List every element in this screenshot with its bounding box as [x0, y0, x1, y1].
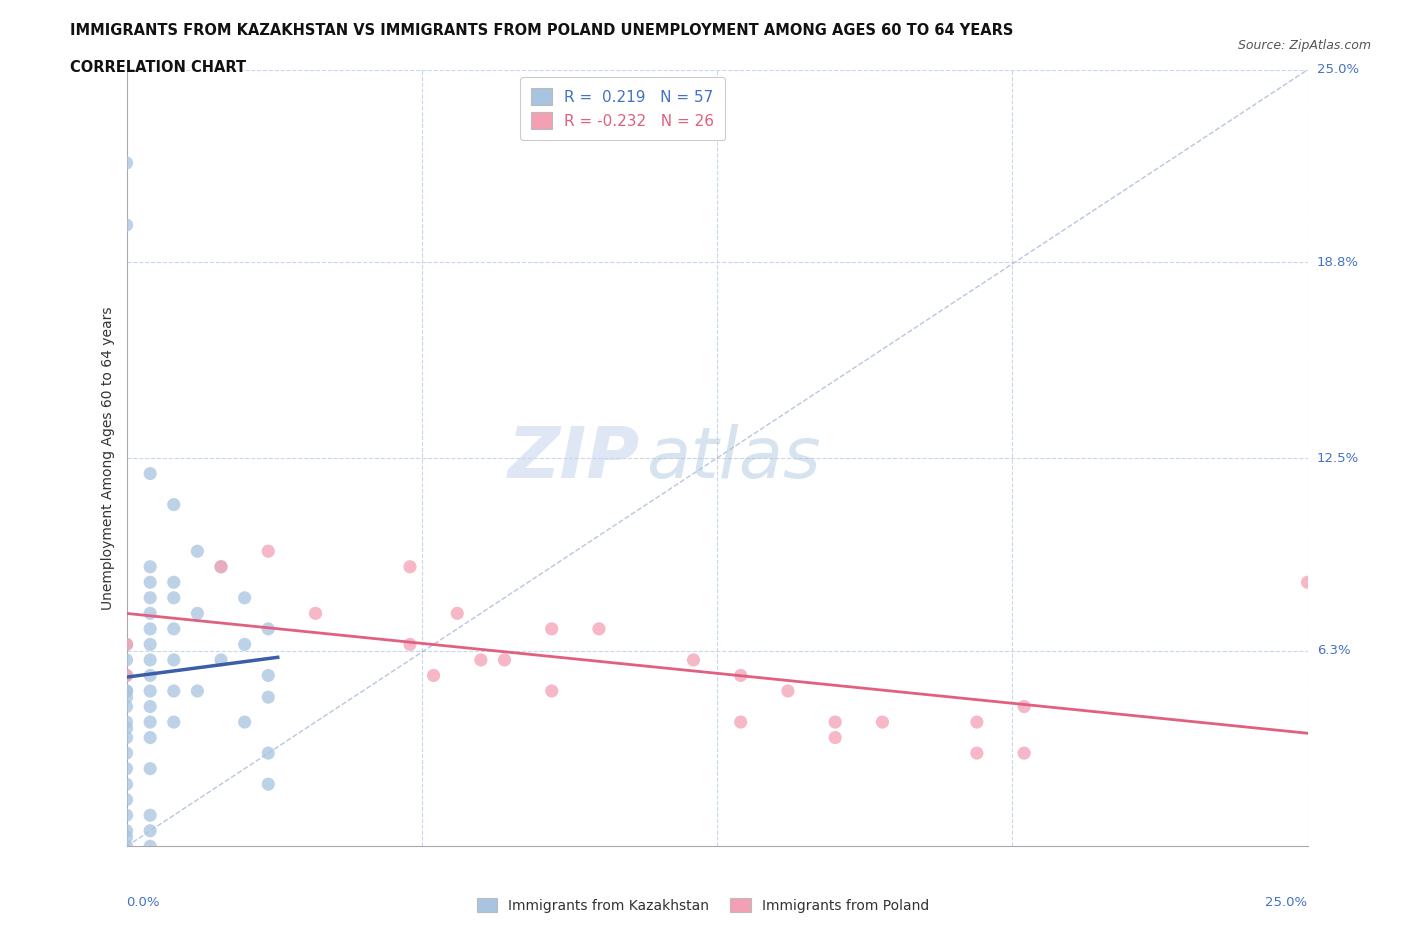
- Point: [115, 668, 138, 683]
- Point: [776, 684, 799, 698]
- Point: [139, 684, 162, 698]
- Point: [1012, 746, 1035, 761]
- Point: [115, 684, 138, 698]
- Legend: Immigrants from Kazakhstan, Immigrants from Poland: Immigrants from Kazakhstan, Immigrants f…: [471, 893, 935, 919]
- Point: [139, 591, 162, 605]
- Point: [186, 684, 208, 698]
- Point: [163, 714, 186, 729]
- Text: 25.0%: 25.0%: [1265, 896, 1308, 909]
- Point: [730, 714, 752, 729]
- Text: Source: ZipAtlas.com: Source: ZipAtlas.com: [1237, 39, 1371, 52]
- Text: 6.3%: 6.3%: [1317, 644, 1351, 658]
- Point: [304, 606, 326, 621]
- Point: [966, 714, 988, 729]
- Point: [588, 621, 610, 636]
- Point: [186, 544, 208, 559]
- Point: [139, 668, 162, 683]
- Point: [115, 792, 138, 807]
- Point: [1012, 699, 1035, 714]
- Point: [115, 155, 138, 170]
- Text: CORRELATION CHART: CORRELATION CHART: [70, 60, 246, 75]
- Point: [115, 653, 138, 668]
- Point: [139, 575, 162, 590]
- Point: [257, 544, 280, 559]
- Point: [139, 621, 162, 636]
- Point: [139, 761, 162, 776]
- Point: [872, 714, 894, 729]
- Point: [730, 668, 752, 683]
- Point: [163, 498, 186, 512]
- Point: [257, 777, 280, 791]
- Point: [209, 559, 232, 574]
- Point: [139, 839, 162, 854]
- Text: IMMIGRANTS FROM KAZAKHSTAN VS IMMIGRANTS FROM POLAND UNEMPLOYMENT AMONG AGES 60 : IMMIGRANTS FROM KAZAKHSTAN VS IMMIGRANTS…: [70, 23, 1014, 38]
- Text: ZIP: ZIP: [508, 423, 640, 493]
- Text: 18.8%: 18.8%: [1317, 256, 1360, 269]
- Point: [966, 746, 988, 761]
- Point: [115, 721, 138, 736]
- Point: [824, 730, 846, 745]
- Y-axis label: Unemployment Among Ages 60 to 64 years: Unemployment Among Ages 60 to 64 years: [101, 306, 115, 610]
- Point: [115, 746, 138, 761]
- Point: [115, 808, 138, 823]
- Point: [209, 653, 232, 668]
- Point: [1296, 575, 1319, 590]
- Point: [115, 690, 138, 705]
- Point: [233, 591, 256, 605]
- Point: [824, 714, 846, 729]
- Point: [540, 621, 562, 636]
- Point: [139, 823, 162, 838]
- Point: [209, 559, 232, 574]
- Point: [115, 684, 138, 698]
- Point: [233, 637, 256, 652]
- Point: [422, 668, 444, 683]
- Point: [115, 823, 138, 838]
- Point: [233, 714, 256, 729]
- Point: [163, 591, 186, 605]
- Point: [139, 699, 162, 714]
- Text: atlas: atlas: [647, 423, 821, 493]
- Point: [115, 777, 138, 791]
- Point: [682, 653, 704, 668]
- Point: [139, 466, 162, 481]
- Point: [540, 684, 562, 698]
- Point: [163, 684, 186, 698]
- Point: [257, 668, 280, 683]
- Point: [139, 637, 162, 652]
- Point: [257, 746, 280, 761]
- Point: [139, 730, 162, 745]
- Point: [399, 559, 422, 574]
- Point: [163, 575, 186, 590]
- Point: [115, 218, 138, 232]
- Point: [163, 621, 186, 636]
- Text: 0.0%: 0.0%: [127, 896, 160, 909]
- Point: [115, 637, 138, 652]
- Point: [257, 621, 280, 636]
- Point: [186, 606, 208, 621]
- Point: [139, 653, 162, 668]
- Point: [115, 714, 138, 729]
- Point: [163, 653, 186, 668]
- Point: [494, 653, 516, 668]
- Point: [257, 690, 280, 705]
- Point: [139, 606, 162, 621]
- Point: [115, 668, 138, 683]
- Point: [115, 761, 138, 776]
- Point: [446, 606, 468, 621]
- Point: [115, 637, 138, 652]
- Point: [139, 559, 162, 574]
- Point: [139, 808, 162, 823]
- Legend: R =  0.219   N = 57, R = -0.232   N = 26: R = 0.219 N = 57, R = -0.232 N = 26: [520, 77, 725, 140]
- Point: [399, 637, 422, 652]
- Point: [115, 699, 138, 714]
- Point: [470, 653, 492, 668]
- Point: [139, 714, 162, 729]
- Text: 12.5%: 12.5%: [1317, 452, 1360, 464]
- Point: [115, 730, 138, 745]
- Text: 25.0%: 25.0%: [1317, 63, 1360, 76]
- Point: [115, 830, 138, 844]
- Point: [115, 839, 138, 854]
